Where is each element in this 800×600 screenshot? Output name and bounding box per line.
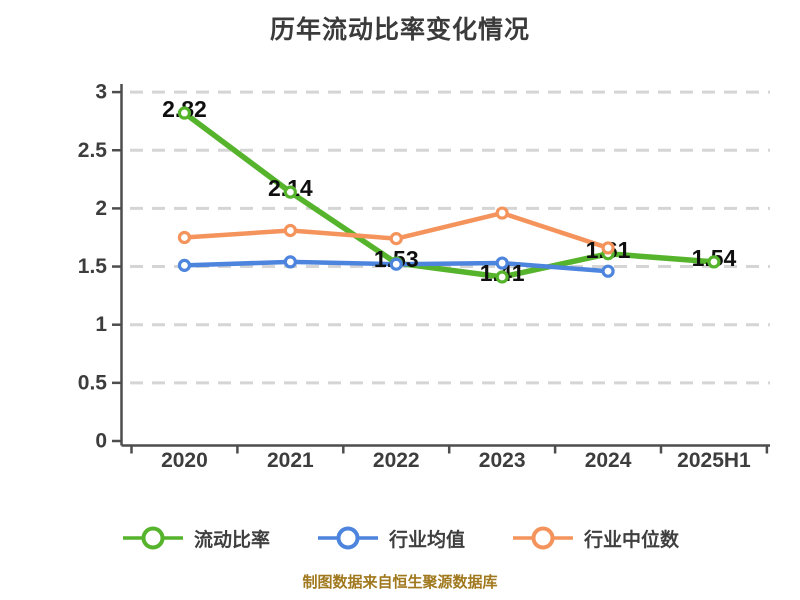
svg-text:2022: 2022 (373, 449, 420, 472)
legend-line-circle-icon (317, 526, 378, 550)
svg-text:1.5: 1.5 (78, 255, 108, 278)
series-markers-1 (177, 255, 615, 278)
legend-entry-current-ratio[interactable]: 流动比率 (121, 525, 270, 552)
chart-title: 历年流动比率变化情况 (269, 16, 530, 44)
y-axis-labels: 0 0.5 1 1.5 2 2.5 3 (78, 81, 122, 453)
svg-text:2021: 2021 (267, 449, 314, 472)
chart-legend: 流动比率 行业均值 行业中位数 (0, 516, 800, 560)
x-axis-labels: 2020 2021 2022 2023 2024 2025H1 (130, 445, 769, 472)
gridlines (130, 90, 770, 385)
legend-label-industry-mean: 行业均值 (388, 529, 465, 551)
svg-text:0.5: 0.5 (78, 371, 108, 394)
svg-text:1: 1 (95, 313, 107, 336)
svg-text:0: 0 (95, 430, 107, 453)
svg-text:2023: 2023 (479, 449, 526, 472)
series-line-0 (181, 110, 717, 280)
line-chart-canvas: 0 0.5 1 1.5 2 2.5 3 2020 2021 2022 2023 2024 2025H12… (78, 81, 770, 472)
legend-label-current-ratio: 流动比率 (193, 529, 270, 551)
svg-text:2025H1: 2025H1 (677, 449, 751, 472)
svg-text:2.5: 2.5 (78, 139, 108, 162)
legend-entry-industry-median[interactable]: 行业中位数 (511, 525, 679, 552)
legend-label-industry-median: 行业中位数 (584, 529, 680, 551)
series-markers-2 (177, 206, 615, 255)
data-source-caption: 制图数据来自恒生聚源数据库 (302, 574, 498, 591)
svg-text:2020: 2020 (161, 449, 208, 472)
svg-text:2024: 2024 (585, 449, 632, 472)
legend-line-circle-icon (122, 526, 183, 550)
svg-text:2: 2 (95, 197, 107, 220)
legend-line-circle-icon (513, 526, 573, 550)
svg-text:3: 3 (95, 81, 107, 104)
legend-entry-industry-mean[interactable]: 行业均值 (316, 525, 465, 552)
